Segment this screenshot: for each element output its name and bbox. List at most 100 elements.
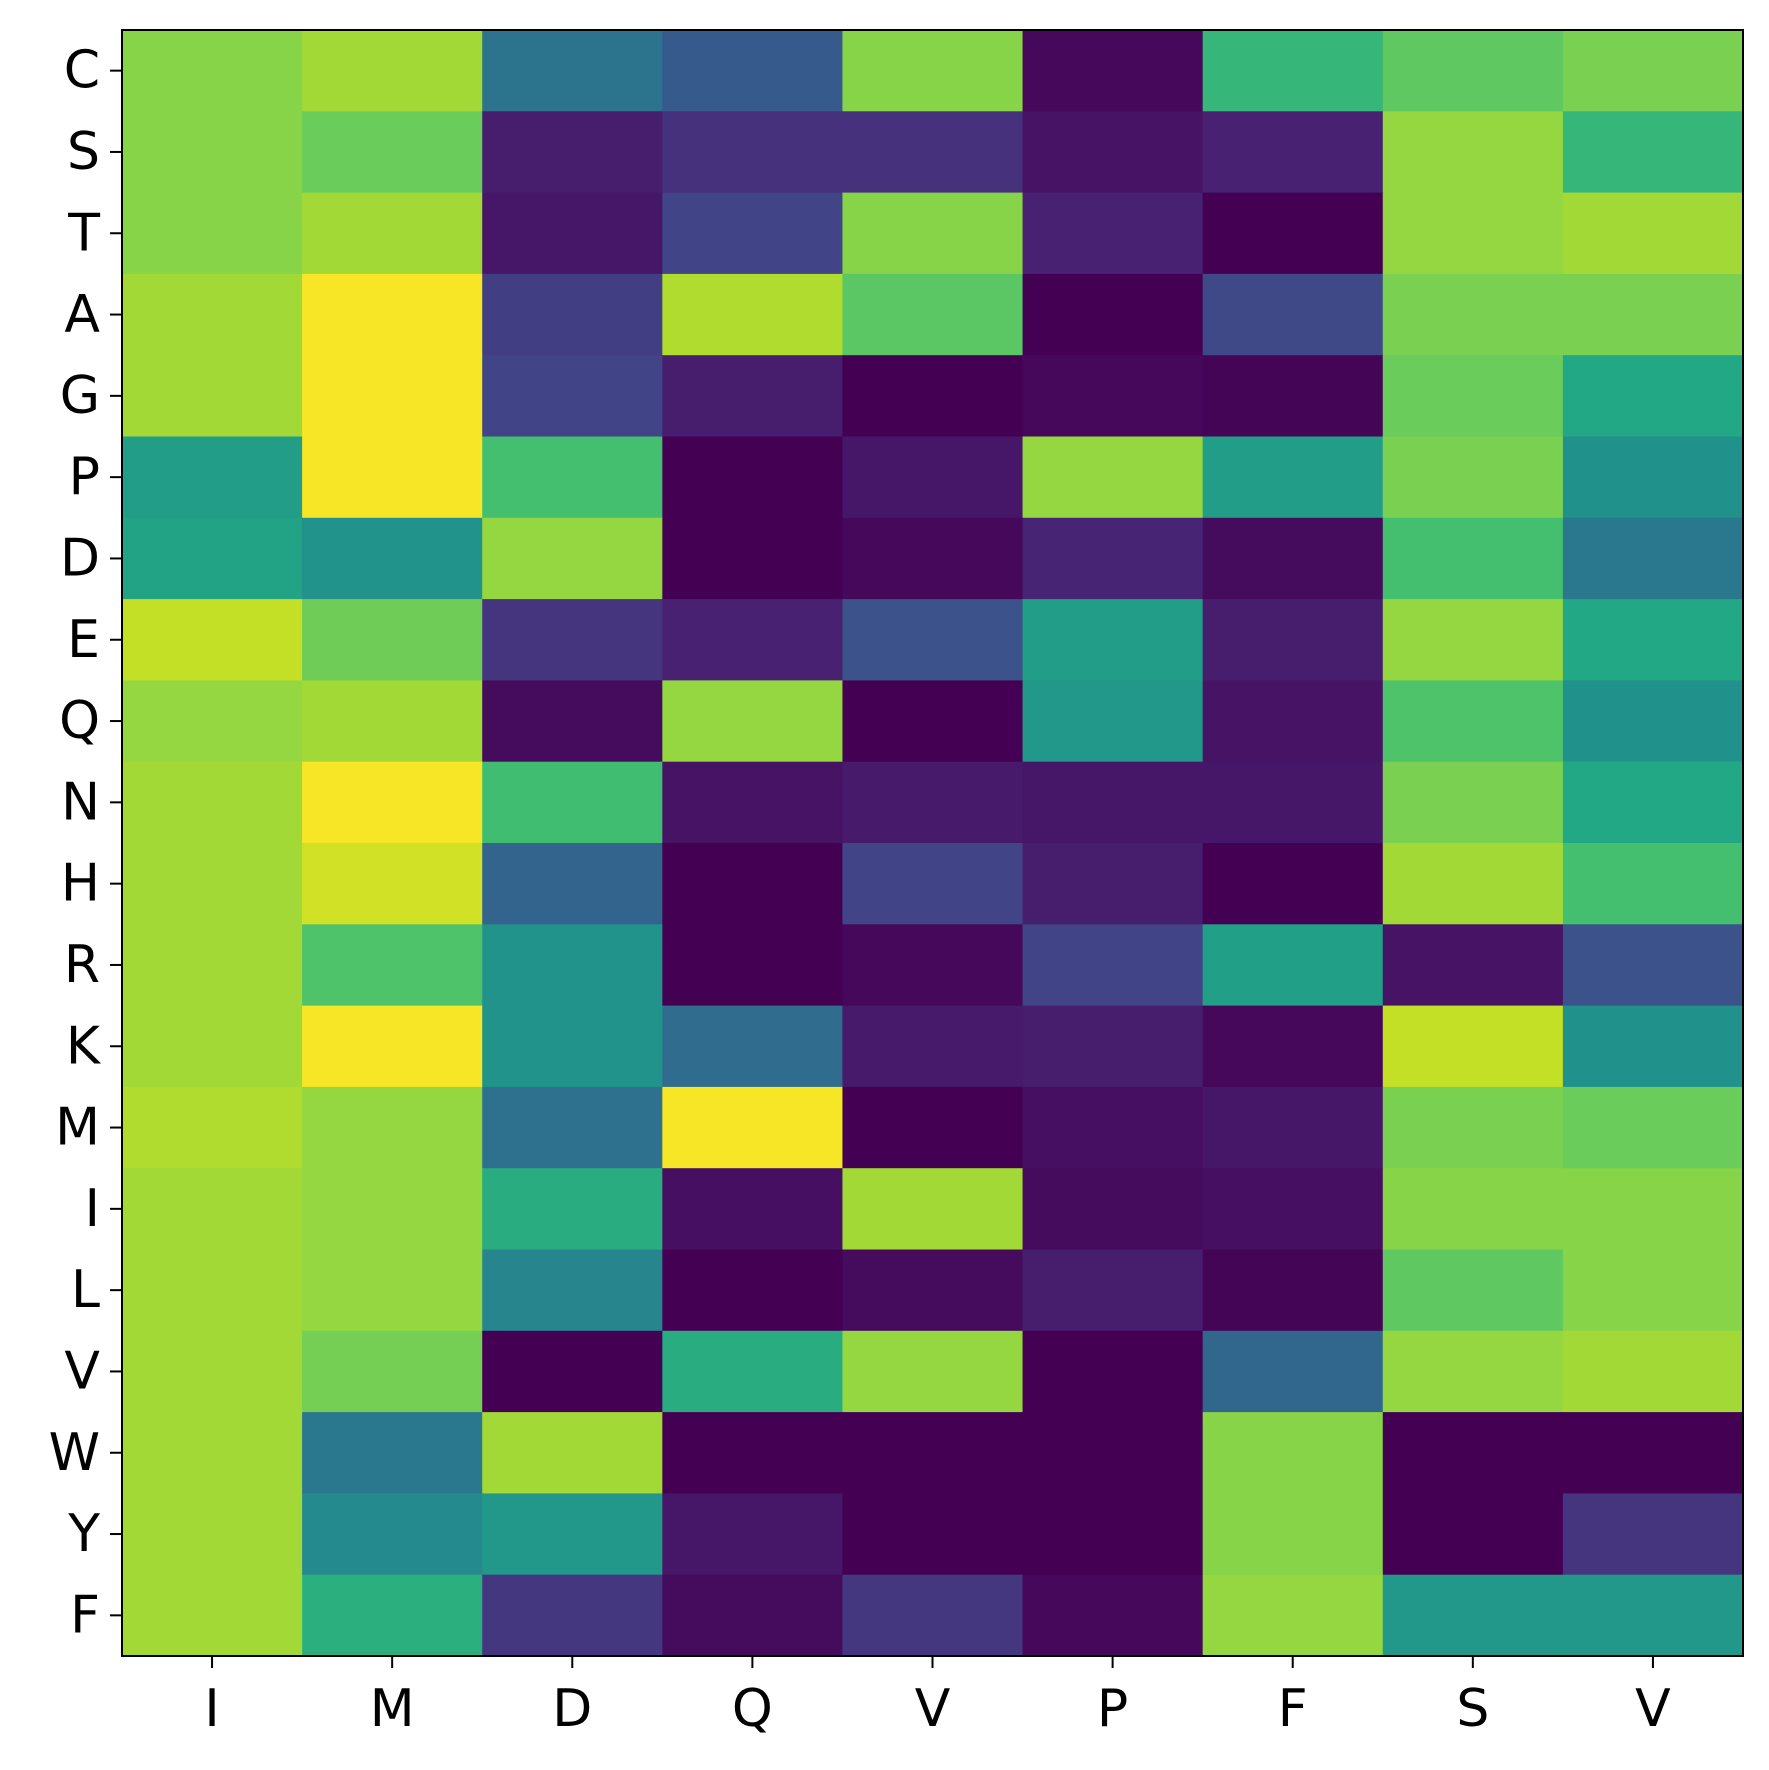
heatmap-cell	[122, 1086, 303, 1169]
heatmap-cell	[302, 1086, 483, 1169]
heatmap-cell	[482, 924, 663, 1007]
heatmap-cell	[122, 843, 303, 925]
heatmap-cell	[842, 192, 1024, 275]
heatmap-cell	[122, 1168, 303, 1251]
heatmap-cell	[842, 30, 1024, 112]
y-tick-label: K	[66, 1016, 102, 1076]
y-tick-label: E	[67, 610, 100, 670]
x-tick-label: P	[1097, 1679, 1128, 1739]
heatmap-cell	[1202, 355, 1384, 438]
heatmap-cell	[1382, 1168, 1564, 1251]
heatmap-cell	[122, 680, 303, 763]
heatmap-cell	[1562, 111, 1744, 194]
heatmap-cell	[1022, 761, 1204, 844]
y-tick-label: C	[64, 41, 100, 101]
heatmap-cell	[302, 1168, 483, 1251]
heatmap-cell	[1202, 761, 1384, 844]
heatmap-cell	[662, 761, 844, 844]
heatmap-cell	[302, 436, 483, 519]
heatmap-cell	[662, 599, 844, 681]
heatmap-cell	[1202, 273, 1384, 356]
heatmap-cell	[1202, 599, 1384, 681]
heatmap-cell	[662, 436, 844, 519]
heatmap-cell	[122, 111, 303, 194]
y-tick-label: I	[85, 1179, 100, 1239]
heatmap-cell	[1202, 517, 1384, 600]
heatmap-cell	[482, 680, 663, 763]
heatmap-cell	[662, 1168, 844, 1251]
heatmap-cell	[1382, 517, 1564, 600]
heatmap-cell	[842, 924, 1024, 1007]
heatmap-cell	[1562, 1412, 1744, 1494]
heatmap-cell	[302, 192, 483, 275]
x-tick-label: V	[1635, 1679, 1671, 1739]
heatmap-cell	[842, 680, 1024, 763]
heatmap-cell	[122, 355, 303, 438]
heatmap-cell	[1022, 1168, 1204, 1251]
heatmap-cell	[1562, 761, 1744, 844]
heatmap-cell	[842, 1086, 1024, 1169]
heatmap-cell	[482, 1168, 663, 1251]
heatmap-cell	[482, 111, 663, 194]
heatmap-cell	[1382, 1330, 1564, 1413]
heatmap-cell	[1382, 1574, 1564, 1657]
x-tick-label: S	[1456, 1679, 1489, 1739]
heatmap-cell	[302, 517, 483, 600]
heatmap-cell	[1202, 1330, 1384, 1413]
heatmap-cell	[302, 30, 483, 112]
heatmap-cell	[1382, 1493, 1564, 1576]
heatmap-cell	[122, 192, 303, 275]
heatmap-cell	[842, 1412, 1024, 1494]
x-tick-label: M	[370, 1679, 415, 1739]
heatmap-cell	[1382, 1086, 1564, 1169]
heatmap-cell	[122, 1493, 303, 1576]
heatmap-cell	[122, 436, 303, 519]
heatmap-cell	[1382, 192, 1564, 275]
heatmap-cell	[302, 843, 483, 925]
heatmap-cell	[842, 1005, 1024, 1088]
heatmap-cell	[1382, 924, 1564, 1007]
heatmap-cell	[122, 1330, 303, 1413]
heatmap-cell	[122, 1005, 303, 1088]
heatmap-cell	[1562, 599, 1744, 681]
heatmap-cell	[1202, 1574, 1384, 1657]
y-tick-label: H	[61, 854, 100, 914]
heatmap-cell	[662, 111, 844, 194]
heatmap-cell	[1562, 436, 1744, 519]
heatmap-cell	[302, 1330, 483, 1413]
heatmap-cell	[482, 517, 663, 600]
heatmap-cell	[1562, 680, 1744, 763]
heatmap-cell	[1562, 1493, 1744, 1576]
heatmap-cell	[122, 599, 303, 681]
heatmap-cell	[1202, 30, 1384, 112]
y-tick-label: Q	[59, 691, 100, 751]
heatmap-cell	[1202, 436, 1384, 519]
heatmap-cell	[1202, 1412, 1384, 1494]
heatmap-cell	[662, 30, 844, 112]
heatmap-cell	[1382, 111, 1564, 194]
heatmap-cell	[122, 761, 303, 844]
heatmap-cell	[1562, 192, 1744, 275]
heatmap-cell	[1562, 1005, 1744, 1088]
heatmap-cell	[1022, 273, 1204, 356]
heatmap-cell	[482, 1005, 663, 1088]
heatmap-cell	[1562, 1574, 1744, 1657]
heatmap-cell	[122, 1574, 303, 1657]
x-tick-label: D	[552, 1679, 592, 1739]
heatmap-cell	[482, 1330, 663, 1413]
heatmap-cell	[482, 192, 663, 275]
heatmap-cell	[1382, 436, 1564, 519]
heatmap-cell	[1562, 30, 1744, 112]
heatmap-cell	[1382, 680, 1564, 763]
y-tick-label: D	[60, 528, 100, 588]
heatmap-cell	[1562, 843, 1744, 925]
heatmap-cell	[1202, 111, 1384, 194]
heatmap-cell	[482, 761, 663, 844]
heatmap-cell	[842, 761, 1024, 844]
heatmap-cell	[842, 843, 1024, 925]
y-tick-label: V	[64, 1341, 100, 1401]
heatmap-cell	[1022, 1330, 1204, 1413]
heatmap-cell	[1562, 924, 1744, 1007]
heatmap-cell	[1202, 1168, 1384, 1251]
